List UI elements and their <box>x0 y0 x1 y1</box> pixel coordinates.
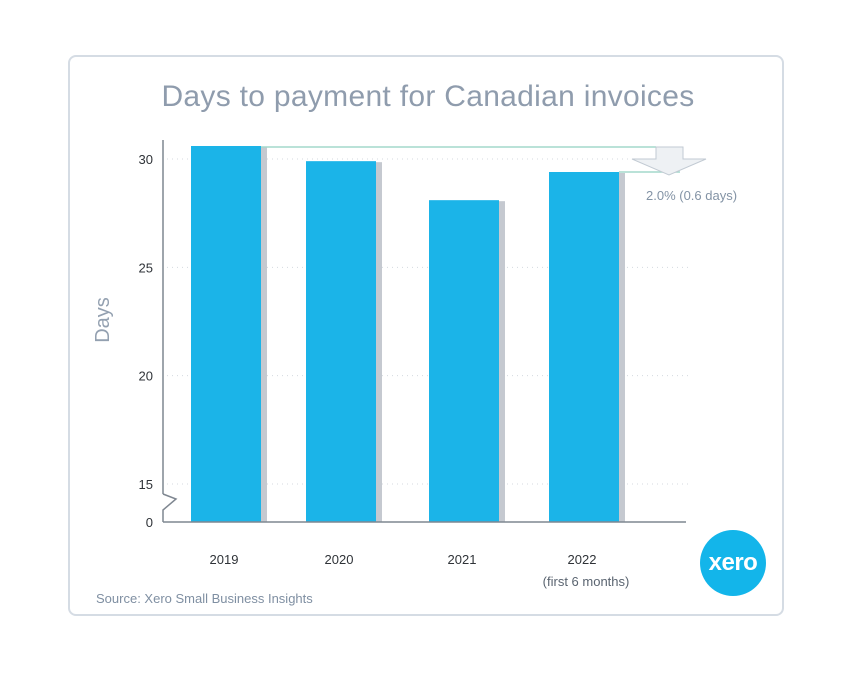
bar-shadow <box>617 173 625 522</box>
bar <box>549 172 619 522</box>
bar <box>191 146 261 522</box>
bar <box>306 161 376 522</box>
xero-logo: xero <box>700 530 766 596</box>
annotation-label: 2.0% (0.6 days) <box>646 188 737 203</box>
x-tick-label: 2019 <box>210 552 239 567</box>
axis-break <box>162 493 178 522</box>
x-tick-label: 2020 <box>325 552 354 567</box>
decrease-arrow <box>631 146 707 176</box>
source-note: Source: Xero Small Business Insights <box>96 591 313 606</box>
x-tick-label: 2021 <box>448 552 477 567</box>
y-axis-label: Days <box>92 297 114 343</box>
chart-title: Days to payment for Canadian invoices <box>161 80 695 113</box>
x-tick-label: 2022 <box>568 552 597 567</box>
y-tick-label: 30 <box>139 152 153 167</box>
bar <box>429 200 499 522</box>
bar-shadow <box>497 201 505 522</box>
y-tick-label: 20 <box>139 369 153 384</box>
bar-shadow <box>259 147 267 522</box>
bar-shadow <box>374 162 382 522</box>
y-tick-label: 0 <box>146 515 153 530</box>
x-tick-sublabel: (first 6 months) <box>543 574 630 589</box>
y-tick-label: 25 <box>139 260 153 275</box>
y-tick-label: 15 <box>139 477 153 492</box>
